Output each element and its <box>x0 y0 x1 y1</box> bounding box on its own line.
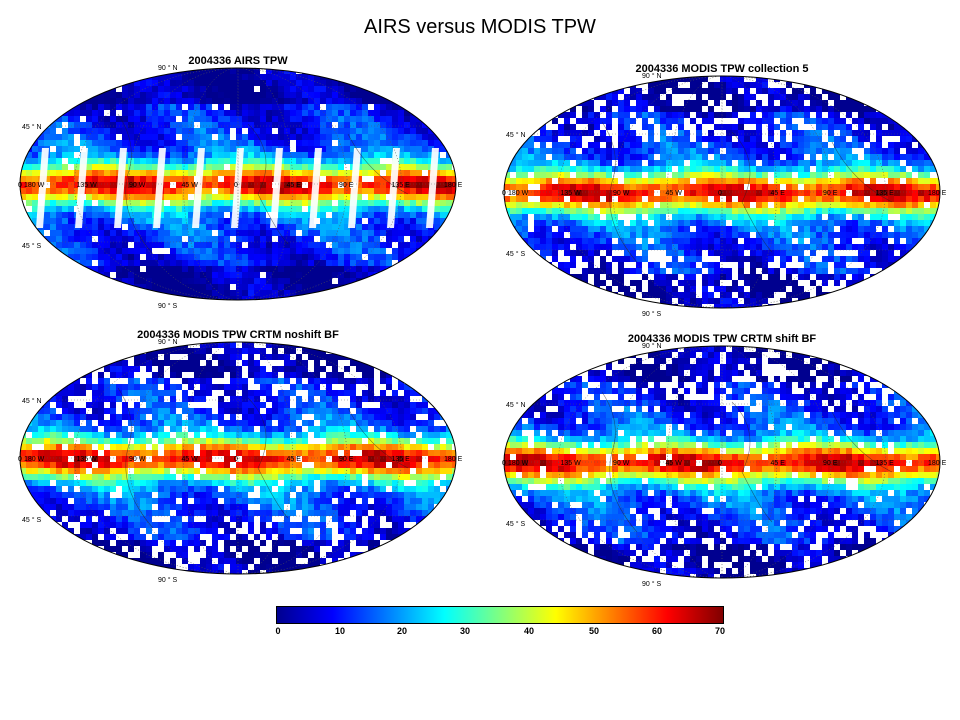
lat-label: 45 ° S <box>506 520 525 528</box>
lat-label: 90 ° N <box>642 72 662 80</box>
coastlines <box>601 121 893 263</box>
lat-label: 90 ° S <box>642 580 661 586</box>
lat-label: 45 ° N <box>506 131 526 139</box>
map-modis-c5: 2004336 MODIS TPW collection 590 ° N 45 °… <box>502 63 947 316</box>
lon-label: 180 E <box>444 182 463 189</box>
lon-label: 135 W <box>77 456 98 463</box>
lon-label: 90 W <box>613 460 630 467</box>
lon-label: 180 W <box>24 182 45 189</box>
lon-label: 135 E <box>392 182 411 189</box>
lon-label: 180 W <box>508 460 529 467</box>
lon-label: 180 E <box>444 456 463 463</box>
map-panel-title: 2004336 MODIS TPW collection 5 <box>635 63 808 75</box>
graticule <box>20 68 456 300</box>
lat-label: 0 <box>18 182 22 189</box>
colorbar-tick-label: 30 <box>459 626 471 636</box>
lon-label: 90 W <box>613 190 630 197</box>
lon-label: 0 <box>234 182 238 189</box>
coastlines <box>117 387 409 529</box>
lon-label: 45 W <box>182 182 199 189</box>
lon-label: 0 <box>718 460 722 467</box>
lat-label: 90 ° N <box>158 338 178 346</box>
map-panel-crtm-noshift: 2004336 MODIS TPW CRTM noshift BF 90 ° N 4… <box>8 322 468 582</box>
page-title: AIRS versus MODIS TPW <box>364 16 596 38</box>
lon-label: 180 W <box>24 456 45 463</box>
colorbar-tick-label: 40 <box>523 626 535 636</box>
lat-label: 90 ° N <box>642 342 662 350</box>
map-panel-modis-c5: 2004336 MODIS TPW collection 5 90 ° N 45 °… <box>492 56 952 316</box>
colorbar-tick-label: 50 <box>588 626 600 636</box>
lon-label: 135 E <box>876 460 895 467</box>
lon-label: 135 W <box>77 182 98 189</box>
lon-label: 0 <box>234 456 238 463</box>
lon-label: 180 E <box>928 460 947 467</box>
lat-label: 90 ° S <box>158 302 177 308</box>
lon-label: 135 W <box>561 190 582 197</box>
lon-label: 90 E <box>823 460 838 467</box>
lon-label: 45 E <box>287 456 302 463</box>
lat-label: 90 ° S <box>158 576 177 582</box>
coastlines <box>117 113 409 255</box>
map-panel-crtm-shift: 2004336 MODIS TPW CRTM shift BF 90 ° N 45 … <box>492 326 952 586</box>
colorbar <box>276 606 724 624</box>
lon-label: 90 E <box>823 190 838 197</box>
lat-label: 0 <box>502 460 506 467</box>
lon-label: 45 W <box>182 456 199 463</box>
lon-label: 90 W <box>129 456 146 463</box>
coastlines <box>601 391 893 533</box>
lat-label: 45 ° S <box>22 242 41 250</box>
lat-label: 45 ° N <box>506 401 526 409</box>
lon-label: 135 W <box>561 460 582 467</box>
lat-label: 45 ° S <box>506 250 525 258</box>
map-panel-title: 2004336 AIRS TPW <box>188 55 288 67</box>
colorbar-tick-label: 20 <box>396 626 408 636</box>
colorbar-tick-label: 70 <box>714 626 726 636</box>
colorbar-tick-label: 0 <box>275 626 281 636</box>
lon-label: 45 W <box>666 460 683 467</box>
colorbar-tick-label: 60 <box>651 626 663 636</box>
lat-label: 45 ° N <box>22 123 42 131</box>
map-panel-title: 2004336 MODIS TPW CRTM shift BF <box>628 333 817 345</box>
lon-label: 90 W <box>129 182 146 189</box>
lon-label: 45 W <box>666 190 683 197</box>
lon-label: 45 E <box>771 190 786 197</box>
lon-label: 135 E <box>392 456 411 463</box>
graticule <box>504 346 940 578</box>
lon-label: 45 E <box>287 182 302 189</box>
graticule <box>504 76 940 308</box>
lon-label: 0 <box>718 190 722 197</box>
lon-label: 180 E <box>928 190 947 197</box>
map-panel-title: 2004336 MODIS TPW CRTM noshift BF <box>137 329 339 341</box>
map-airs: 2004336 AIRS TPW 90 ° N 45 ° N 0 45 ° S 90 ° … <box>18 55 463 308</box>
graticule <box>20 342 456 574</box>
lon-label: 180 W <box>508 190 529 197</box>
lat-label: 90 ° N <box>158 64 178 72</box>
lat-label: 0 <box>18 456 22 463</box>
lat-label: 0 <box>502 190 506 197</box>
lat-label: 90 ° S <box>642 310 661 316</box>
lon-label: 90 E <box>339 182 354 189</box>
lon-label: 45 E <box>771 460 786 467</box>
lon-label: 135 E <box>876 190 895 197</box>
map-panel-airs: 2004336 AIRS TPW 90 ° N 45 ° N 0 45 ° S 90 ° … <box>8 48 468 308</box>
colorbar-tick-label: 10 <box>334 626 346 636</box>
lat-label: 45 ° N <box>22 397 42 405</box>
lat-label: 45 ° S <box>22 516 41 524</box>
lon-label: 90 E <box>339 456 354 463</box>
